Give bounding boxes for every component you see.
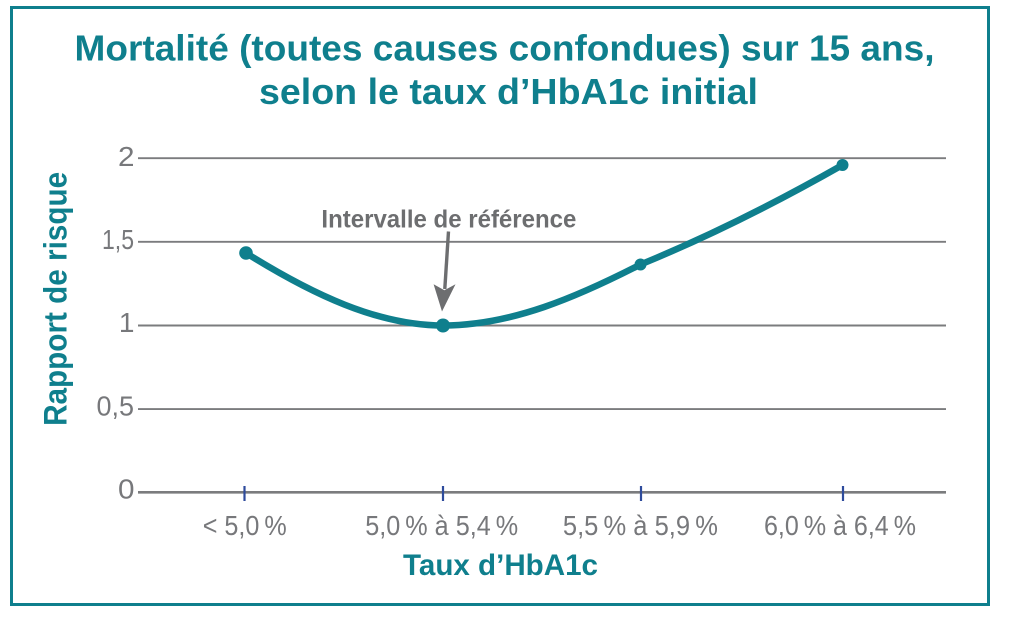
svg-text:2: 2 — [118, 141, 135, 172]
svg-text:1,5: 1,5 — [102, 224, 134, 255]
svg-text:5,5 % à 5,9 %: 5,5 % à 5,9 % — [563, 510, 718, 541]
svg-text:6,0 % à 6,4 %: 6,0 % à 6,4 % — [764, 510, 916, 541]
svg-text:0: 0 — [118, 474, 135, 505]
svg-text:Mortalité (toutes causes confo: Mortalité (toutes causes confondues) sur… — [75, 28, 935, 69]
svg-text:Rapport de risque: Rapport de risque — [38, 172, 74, 426]
svg-text:selon le taux d’HbA1c initial: selon le taux d’HbA1c initial — [259, 71, 758, 112]
svg-text:1: 1 — [119, 307, 135, 338]
svg-text:0,5: 0,5 — [97, 390, 135, 421]
svg-text:< 5,0 %: < 5,0 % — [203, 510, 287, 541]
svg-text:Taux d’HbA1c: Taux d’HbA1c — [403, 549, 598, 582]
svg-text:5,0 % à 5,4 %: 5,0 % à 5,4 % — [365, 510, 518, 541]
svg-text:Intervalle de référence: Intervalle de référence — [321, 205, 576, 233]
